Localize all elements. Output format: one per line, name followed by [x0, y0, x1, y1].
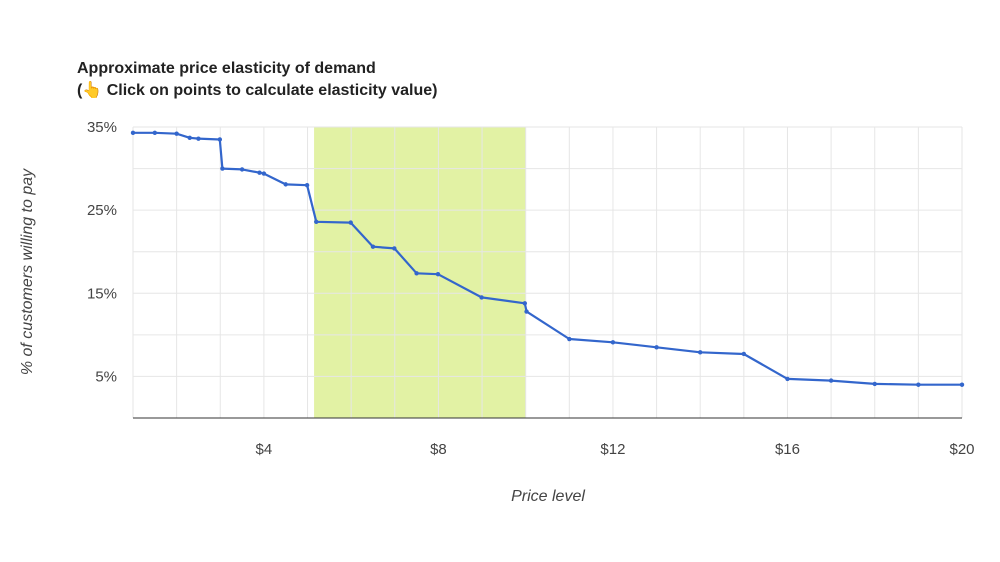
chart-title: Approximate price elasticity of demand (… [77, 58, 437, 102]
data-point[interactable] [567, 336, 572, 342]
data-point[interactable] [654, 345, 659, 350]
y-tick-label: 35% [87, 119, 117, 136]
data-point[interactable] [239, 167, 245, 172]
x-axis-title: Price level [511, 488, 585, 505]
x-tick-label: $16 [775, 441, 800, 458]
data-point[interactable] [872, 381, 877, 387]
data-point[interactable] [916, 382, 921, 387]
data-point[interactable] [479, 295, 484, 300]
data-point[interactable] [217, 137, 223, 142]
data-point[interactable] [174, 131, 179, 136]
chart-title-instruction: Click on points to calculate elasticity … [102, 82, 438, 99]
data-point[interactable] [959, 382, 965, 387]
data-point[interactable] [261, 171, 267, 176]
data-point[interactable] [187, 135, 192, 141]
pointing-hand-icon: 👆 [82, 82, 103, 99]
x-tick-label: $12 [600, 441, 625, 458]
chart-title-line1: Approximate price elasticity of demand [77, 60, 376, 77]
tick-labels: $4 $8 $12 $16 $20 35% 25% 15% 5% [87, 119, 975, 458]
x-tick-label: $4 [256, 441, 273, 458]
data-point[interactable] [304, 183, 310, 188]
data-point[interactable] [196, 136, 201, 141]
chart-title-open-paren: ( [77, 82, 83, 99]
y-tick-label: 15% [87, 285, 117, 302]
data-point[interactable] [741, 351, 747, 357]
data-point[interactable] [314, 219, 319, 224]
data-point[interactable] [414, 271, 419, 276]
y-tick-label: 5% [95, 368, 117, 385]
data-point[interactable] [370, 244, 376, 249]
data-points[interactable] [130, 130, 965, 387]
data-point[interactable] [522, 301, 528, 306]
data-point[interactable] [524, 309, 529, 314]
data-point[interactable] [392, 246, 397, 251]
gridlines [132, 126, 963, 418]
y-tick-label: 25% [87, 202, 117, 219]
data-point[interactable] [698, 350, 703, 355]
x-tick-label: $20 [949, 441, 974, 458]
data-point[interactable] [610, 340, 616, 345]
data-point[interactable] [785, 376, 790, 382]
data-point[interactable] [283, 182, 288, 187]
data-point[interactable] [130, 130, 136, 136]
data-point[interactable] [348, 220, 353, 225]
y-axis-title: % of customers willing to pay [19, 168, 36, 375]
data-point[interactable] [828, 378, 834, 383]
data-point[interactable] [257, 170, 262, 175]
data-point[interactable] [220, 166, 225, 171]
data-point[interactable] [435, 271, 441, 277]
data-point[interactable] [152, 130, 158, 136]
series-line-layer [133, 131, 962, 386]
chart-title-line2: (👆 Click on points to calculate elastici… [77, 80, 437, 102]
demand-series-line [133, 131, 962, 386]
x-tick-label: $8 [430, 441, 447, 458]
